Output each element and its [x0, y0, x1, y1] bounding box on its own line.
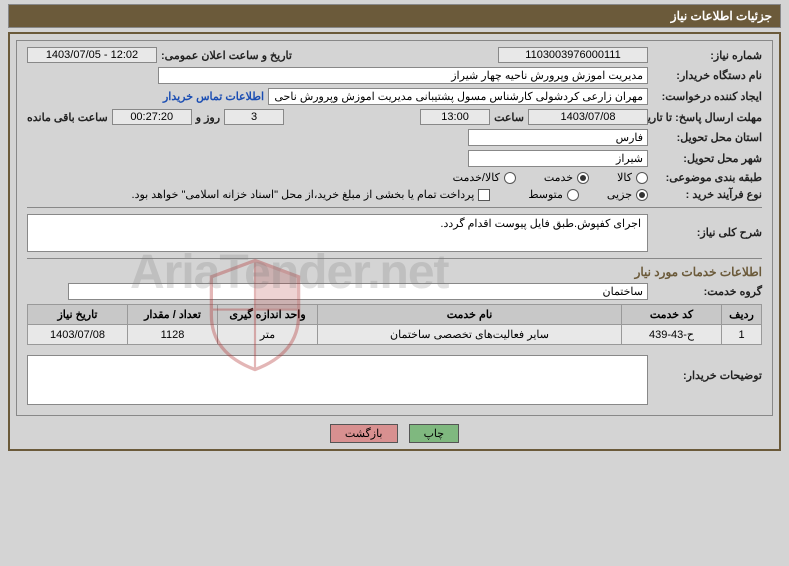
- buyer-field: مدیریت اموزش وپرورش ناحیه چهار شیراز: [158, 67, 648, 84]
- outer-frame: شماره نیاز: 1103003976000111 تاریخ و ساع…: [8, 32, 781, 451]
- radio-khadamat-group: خدمت: [544, 171, 589, 184]
- payment-note: پرداخت تمام یا بخشی از مبلغ خرید،از محل …: [132, 188, 475, 201]
- group-field: ساختمان: [68, 283, 648, 300]
- service-table: ردیف کد خدمت نام خدمت واحد اندازه گیری ت…: [27, 304, 762, 345]
- th-unit: واحد اندازه گیری: [218, 305, 318, 325]
- form-frame: شماره نیاز: 1103003976000111 تاریخ و ساع…: [16, 40, 773, 416]
- buyer-notes-box[interactable]: [27, 355, 648, 405]
- th-row: ردیف: [722, 305, 762, 325]
- remain-label: ساعت باقی مانده: [27, 111, 108, 124]
- radio-medium-label: متوسط: [528, 188, 563, 201]
- buyer-notes-label: توضیحات خریدار:: [652, 351, 762, 382]
- buyer-label: نام دستگاه خریدار:: [652, 69, 762, 82]
- category-label: طبقه بندی موضوعی:: [652, 171, 762, 184]
- td-date: 1403/07/08: [28, 325, 128, 345]
- button-row: چاپ بازگشت: [16, 424, 773, 443]
- th-date: تاریخ نیاز: [28, 305, 128, 325]
- page-header: جزئیات اطلاعات نیاز: [8, 4, 781, 28]
- city-label: شهر محل تحویل:: [652, 152, 762, 165]
- back-button[interactable]: بازگشت: [330, 424, 398, 443]
- radio-partial-label: جزیی: [607, 188, 632, 201]
- radio-both-label: کالا/خدمت: [453, 171, 500, 184]
- days-field: 3: [224, 109, 284, 125]
- separator-1: [27, 207, 762, 208]
- contact-link[interactable]: اطلاعات تماس خریدار: [163, 90, 264, 103]
- th-code: کد خدمت: [622, 305, 722, 325]
- radio-partial[interactable]: [636, 189, 648, 201]
- page-title: جزئیات اطلاعات نیاز: [671, 9, 772, 23]
- deadline-date: 1403/07/08: [528, 109, 648, 125]
- td-row: 1: [722, 325, 762, 345]
- radio-medium-group: متوسط: [528, 188, 579, 201]
- pub-date-field: 1403/07/05 - 12:02: [27, 47, 157, 63]
- creator-field: مهران زارعی کردشولی کارشناس مسول پشتیبان…: [268, 88, 648, 105]
- print-button[interactable]: چاپ: [409, 424, 460, 443]
- desc-label: شرح کلی نیاز:: [652, 214, 762, 239]
- countdown-field: 00:27:20: [112, 109, 192, 125]
- desc-text: اجرای کفپوش.طبق فایل پیوست اقدام گردد.: [440, 218, 641, 230]
- deadline-time: 13:00: [420, 109, 490, 125]
- deadline-label: مهلت ارسال پاسخ: تا تاریخ:: [652, 111, 762, 124]
- th-name: نام خدمت: [318, 305, 622, 325]
- separator-2: [27, 258, 762, 259]
- payment-checkbox[interactable]: [478, 189, 490, 201]
- th-qty: تعداد / مقدار: [128, 305, 218, 325]
- req-no-label: شماره نیاز:: [652, 49, 762, 62]
- service-section-title: اطلاعات خدمات مورد نیار: [27, 265, 762, 279]
- time-label: ساعت: [494, 111, 524, 124]
- radio-kala-group: کالا: [617, 171, 648, 184]
- radio-kala-label: کالا: [617, 171, 632, 184]
- group-label: گروه خدمت:: [652, 285, 762, 298]
- radio-both-group: کالا/خدمت: [453, 171, 516, 184]
- radio-medium[interactable]: [567, 189, 579, 201]
- pub-date-label: تاریخ و ساعت اعلان عمومی:: [161, 49, 292, 62]
- days-label: روز و: [196, 111, 220, 124]
- td-code: ح-43-439: [622, 325, 722, 345]
- td-unit: متر: [218, 325, 318, 345]
- td-name: سایر فعالیت‌های تخصصی ساختمان: [318, 325, 622, 345]
- city-field: شیراز: [468, 150, 648, 167]
- table-row: 1 ح-43-439 سایر فعالیت‌های تخصصی ساختمان…: [28, 325, 762, 345]
- req-no-field: 1103003976000111: [498, 47, 648, 63]
- td-qty: 1128: [128, 325, 218, 345]
- radio-kala[interactable]: [636, 172, 648, 184]
- province-label: استان محل تحویل:: [652, 131, 762, 144]
- radio-partial-group: جزیی: [607, 188, 648, 201]
- process-label: نوع فرآیند خرید :: [652, 188, 762, 201]
- desc-field: اجرای کفپوش.طبق فایل پیوست اقدام گردد.: [27, 214, 648, 252]
- creator-label: ایجاد کننده درخواست:: [652, 90, 762, 103]
- radio-both[interactable]: [504, 172, 516, 184]
- radio-khadamat[interactable]: [577, 172, 589, 184]
- radio-khadamat-label: خدمت: [544, 171, 573, 184]
- province-field: فارس: [468, 129, 648, 146]
